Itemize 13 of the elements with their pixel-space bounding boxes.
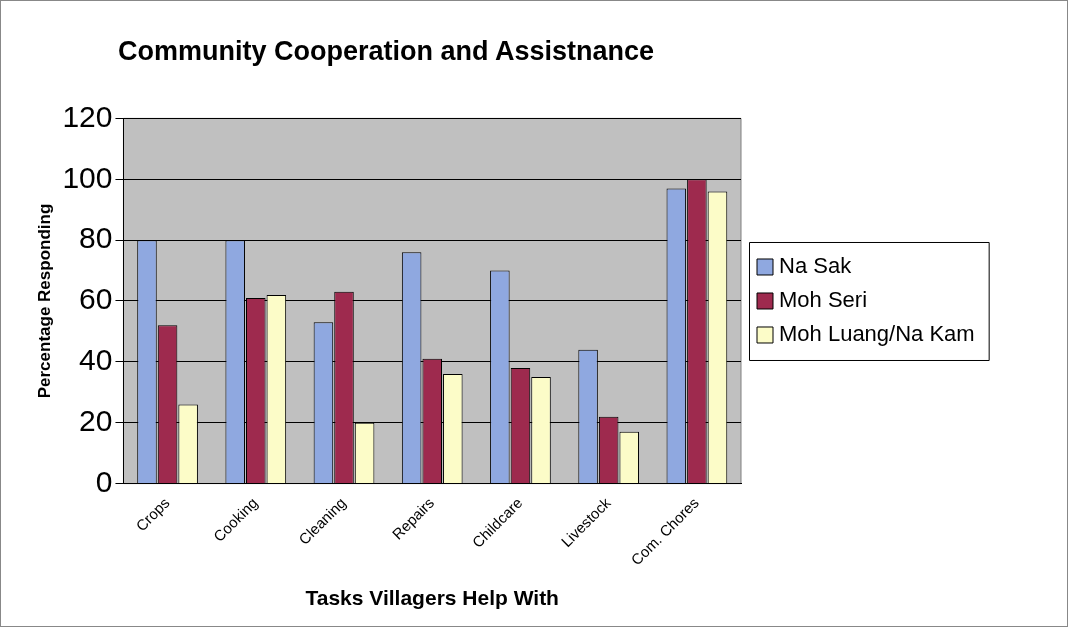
- y-tick-label: 80: [79, 221, 113, 255]
- x-axis-title: Tasks Villagers Help With: [305, 586, 559, 610]
- y-tick-label: 40: [79, 343, 113, 377]
- y-tick-label: 120: [62, 99, 113, 133]
- legend-label: Na Sak: [779, 253, 853, 279]
- legend-label: Moh Seri: [779, 287, 868, 313]
- chart-title: Community Cooperation and Assistnance: [117, 35, 655, 66]
- legend-label: Moh Luang/Na Kam: [779, 321, 975, 347]
- y-tick-label: 20: [79, 403, 113, 437]
- y-tick-label: 100: [62, 160, 113, 194]
- y-tick-label: 0: [95, 464, 113, 498]
- y-axis-title: Percentage Responding: [34, 203, 54, 399]
- y-tick-label: 60: [79, 282, 113, 316]
